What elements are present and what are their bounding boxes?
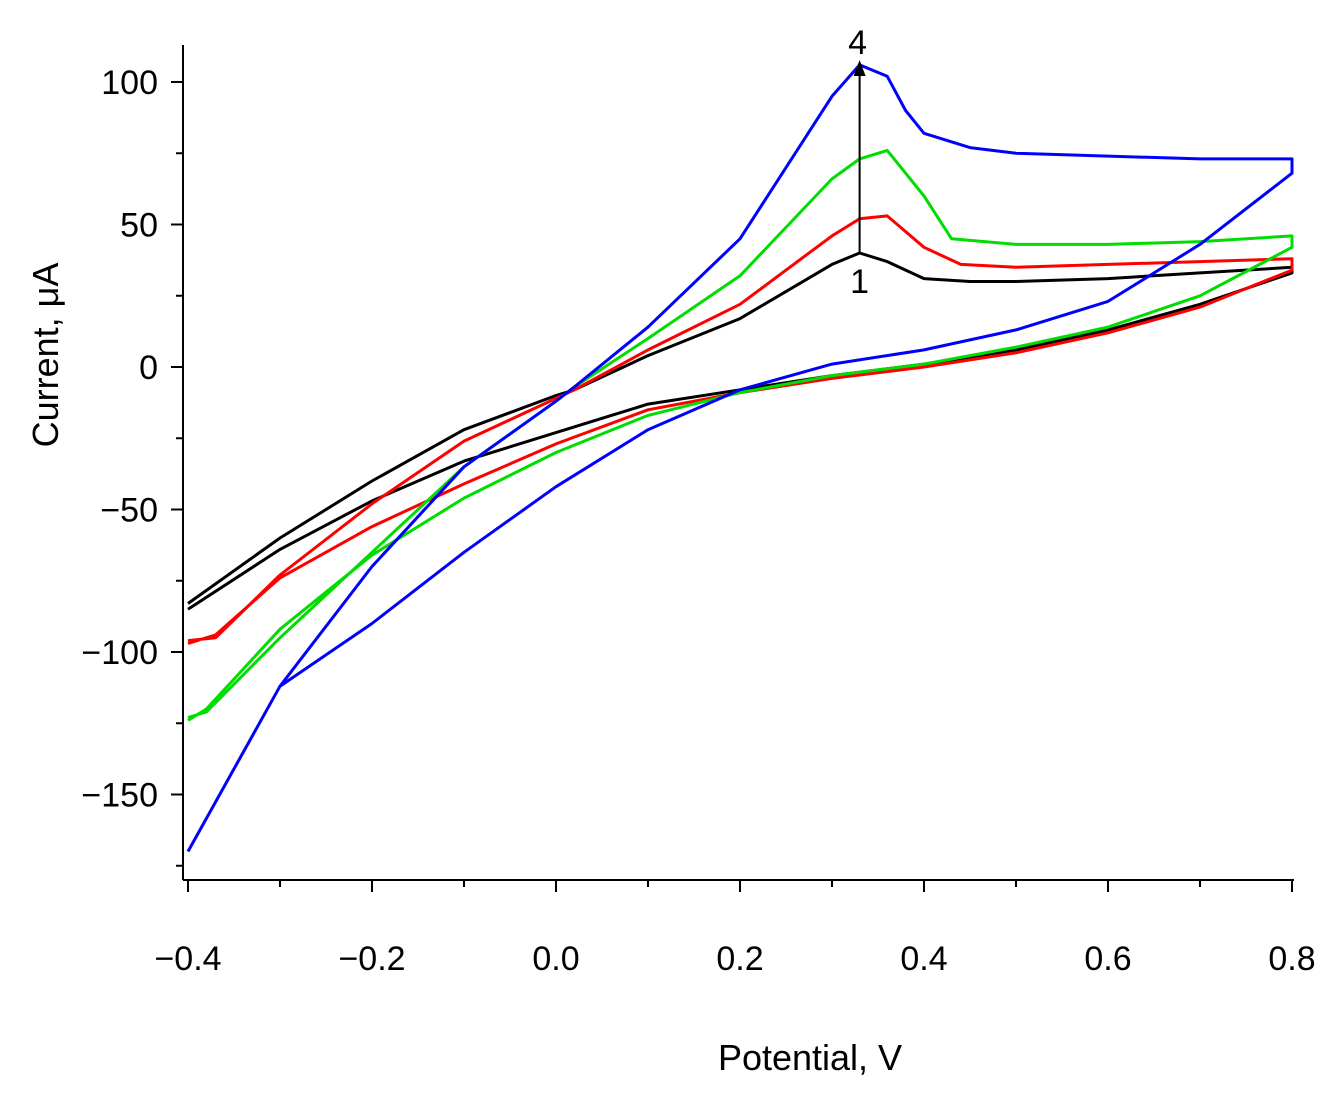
y-tick-label: −50 bbox=[100, 492, 158, 530]
x-tick-label: 0.4 bbox=[900, 940, 947, 978]
x-tick-label: 0.6 bbox=[1084, 940, 1131, 978]
x-tick-label: 0.8 bbox=[1268, 940, 1315, 978]
cv-curve-2 bbox=[187, 214, 1294, 645]
x-axis-title: Potential, V bbox=[718, 1037, 902, 1078]
x-tick-label: 0.2 bbox=[716, 940, 763, 978]
curve-label-end: 4 bbox=[848, 24, 867, 62]
cv-curve-1 bbox=[187, 251, 1294, 611]
cv-curve-4 bbox=[186, 63, 1294, 853]
y-axis-ticks: 100 50 0 −50 −100 −150 bbox=[81, 64, 183, 867]
y-tick-label: 100 bbox=[101, 64, 158, 102]
y-tick-label: −100 bbox=[81, 634, 158, 672]
y-tick-label: 50 bbox=[120, 207, 158, 245]
y-axis-title: Current, μA bbox=[25, 263, 66, 448]
y-tick-label: −150 bbox=[81, 777, 158, 815]
y-tick-label: 0 bbox=[139, 349, 158, 387]
scan-arrow-annotation: 14 bbox=[848, 24, 869, 301]
voltammogram-curves bbox=[186, 63, 1294, 853]
x-tick-label: −0.4 bbox=[154, 940, 221, 978]
arrow-head bbox=[853, 60, 866, 77]
axes bbox=[182, 45, 1294, 881]
x-tick-label: −0.2 bbox=[338, 940, 405, 978]
curve-label-start: 1 bbox=[850, 263, 869, 301]
x-axis-ticks: −0.4 −0.2 0.0 0.2 0.4 0.6 0.8 bbox=[154, 880, 1316, 978]
x-tick-label: 0.0 bbox=[532, 940, 579, 978]
